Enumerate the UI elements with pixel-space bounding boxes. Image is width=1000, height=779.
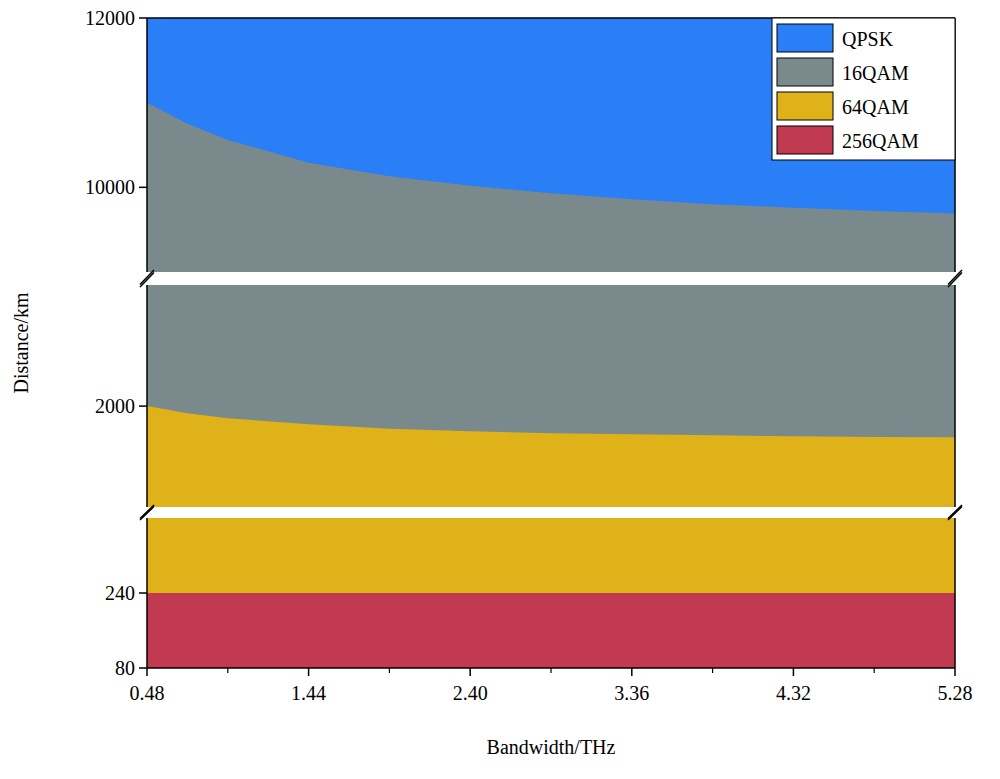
plot-segment (147, 518, 955, 668)
legend-swatch (777, 24, 833, 52)
plot-segment (147, 18, 955, 272)
legend-swatch (777, 58, 833, 86)
break-mark (948, 273, 962, 288)
y-axis-label: Distance/km (10, 292, 32, 394)
break-mark (948, 505, 962, 519)
legend-swatch (777, 126, 833, 154)
x-tick-label: 5.28 (938, 682, 973, 704)
break-mark (140, 505, 154, 519)
legend: QPSK 16QAM 64QAM 256QAM (772, 18, 955, 160)
x-tick (954, 668, 956, 676)
x-tick (469, 668, 471, 676)
y-tick (139, 667, 147, 669)
area (147, 518, 955, 668)
y-axis-line (146, 18, 148, 272)
area (147, 406, 955, 507)
y-tick (139, 187, 147, 189)
x-tick-label: 1.44 (291, 682, 326, 704)
y-tick (139, 405, 147, 407)
break-mark (948, 270, 962, 285)
area (147, 18, 955, 272)
x-minor-tick (227, 668, 228, 673)
x-tick (631, 668, 633, 676)
legend-swatch (777, 92, 833, 120)
frame-line (954, 518, 956, 668)
area (147, 285, 955, 507)
y-tick (139, 592, 147, 594)
break-mark (140, 273, 154, 288)
break-mark (948, 507, 962, 521)
legend-label: 256QAM (842, 130, 919, 152)
x-tick-label: 3.36 (614, 682, 649, 704)
y-tick (139, 17, 147, 19)
break-mark (140, 270, 154, 285)
x-tick-label: 2.40 (453, 682, 488, 704)
area (147, 518, 955, 668)
x-tick-label: 0.48 (130, 682, 165, 704)
x-minor-tick (389, 668, 390, 673)
x-tick-label: 4.32 (776, 682, 811, 704)
plot-segment (147, 285, 955, 507)
legend-box (772, 18, 955, 160)
x-minor-tick (550, 668, 551, 673)
area (147, 518, 955, 668)
x-tick (308, 668, 310, 676)
y-tick-label: 12000 (85, 7, 135, 29)
y-tick-label: 240 (105, 582, 135, 604)
y-tick-label: 2000 (95, 395, 135, 417)
x-axis-label: Bandwidth/THz (487, 736, 616, 758)
x-minor-tick (712, 668, 713, 673)
legend-label: QPSK (842, 28, 894, 50)
y-axis-line (146, 285, 148, 507)
break-mark (140, 507, 154, 521)
x-tick (146, 668, 148, 676)
legend-label: 16QAM (842, 62, 909, 84)
frame-line (954, 285, 956, 507)
x-tick (793, 668, 795, 676)
chart: 80 240 2000 10000 12000 0.48 1.44 2.40 3.36 4.32 5… (0, 0, 1000, 779)
legend-label: 64QAM (842, 96, 909, 118)
y-tick-label: 10000 (85, 176, 135, 198)
x-minor-tick (874, 668, 875, 673)
area (147, 285, 955, 507)
y-tick-label: 80 (115, 657, 135, 679)
area (147, 593, 955, 668)
